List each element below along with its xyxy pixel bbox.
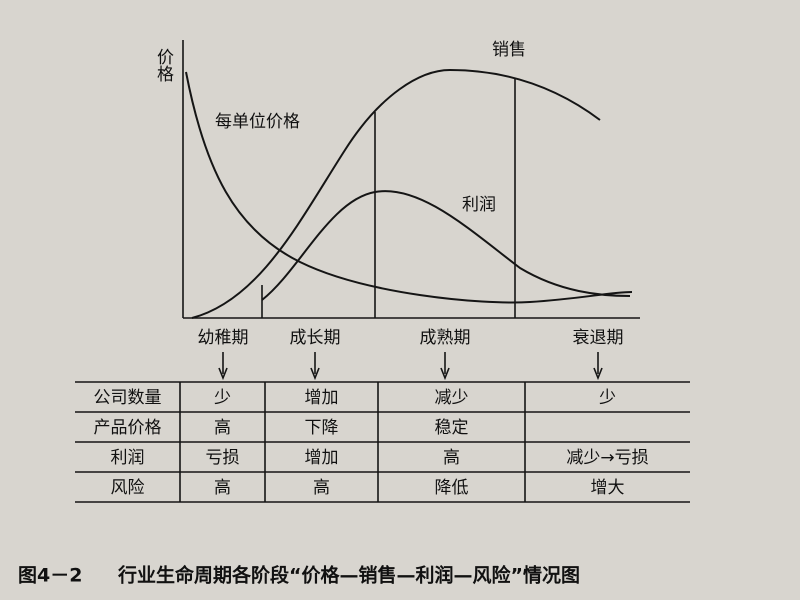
table-cell: 增大 (591, 478, 625, 498)
arrow-head (440, 367, 450, 381)
curve-label: 每单位价格 (215, 112, 300, 132)
table-cell: 增加 (305, 388, 339, 408)
table-cell: 下降 (305, 418, 339, 438)
table-cell: 高 (214, 478, 231, 498)
row-header: 利润 (111, 448, 145, 468)
arrow-head (218, 367, 228, 381)
row-header: 风险 (111, 478, 145, 498)
sales-curve (191, 68, 601, 319)
price-curve (185, 71, 633, 304)
table-cell: 少 (214, 388, 231, 408)
arrow-head (310, 367, 320, 381)
table-cell: 稳定 (435, 418, 469, 438)
stage-label: 成熟期 (420, 327, 471, 348)
stage-label: 成长期 (290, 328, 341, 348)
table-cell: 高 (313, 478, 330, 498)
caption-title: 行业生命周期各阶段“价格—销售—利润—风险”情况图 (117, 564, 580, 587)
table-cell: 减少 (435, 388, 469, 408)
profit-curve (261, 190, 631, 301)
table-cell: 亏损 (206, 448, 240, 468)
row-header: 产品价格 (94, 418, 162, 438)
row-header: 公司数量 (94, 388, 162, 408)
curve-label: 利润 (462, 195, 496, 215)
caption-number: 图4－2 (18, 565, 82, 587)
table-cell: 少 (599, 388, 616, 408)
table-cell: 减少→亏损 (566, 448, 648, 468)
table-cell: 增加 (305, 448, 339, 468)
stage-label: 幼稚期 (198, 328, 249, 348)
arrow-head (593, 367, 603, 381)
y-axis-label: 价格 (153, 48, 174, 82)
table-cell: 高 (214, 418, 231, 438)
table-cell: 高 (443, 448, 460, 468)
table-cell: 降低 (435, 478, 469, 498)
curve-label: 销售 (492, 40, 526, 60)
stage-label: 衰退期 (573, 328, 624, 348)
